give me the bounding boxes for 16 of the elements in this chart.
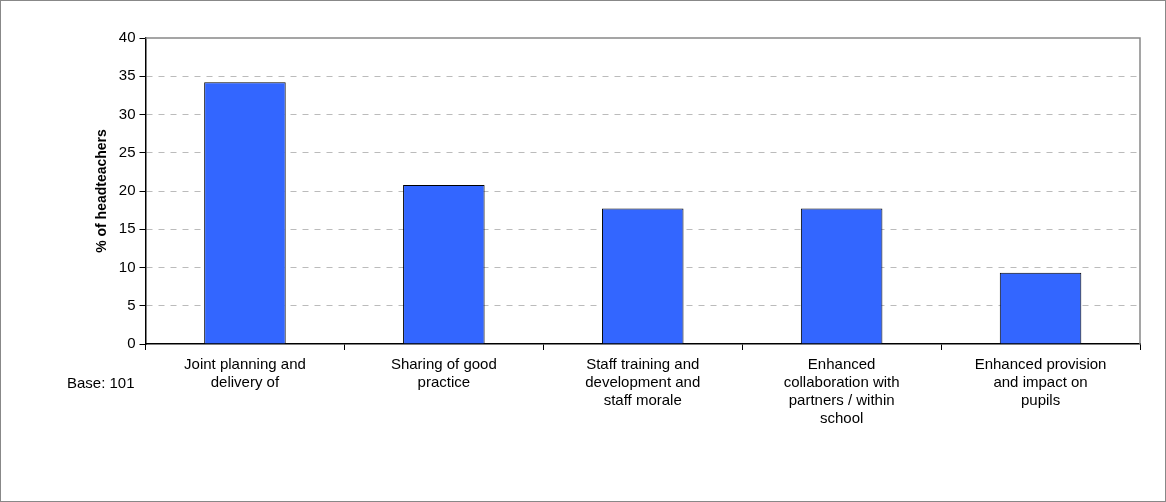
x-tick-label: Enhanced collaboration with partners / within school <box>783 355 900 427</box>
y-tick-label: 15 <box>118 219 136 237</box>
y-tick-label: 0 <box>127 334 136 352</box>
y-tick-label: 20 <box>118 181 136 199</box>
y-tick-label: 35 <box>118 66 136 84</box>
x-tick-label: Enhanced provision and impact on pupils <box>974 355 1107 409</box>
y-tick-label: 10 <box>118 257 136 275</box>
y-tick-label: 5 <box>127 295 136 313</box>
y-axis-title: % of headteachers <box>93 128 110 253</box>
y-tick-label: 40 <box>118 28 136 46</box>
text: Base: 101 <box>67 374 135 392</box>
y-tick-label: 30 <box>118 104 136 122</box>
x-tick-label: Sharing of good practice <box>390 355 497 391</box>
y-tick-label: 25 <box>118 142 136 160</box>
x-tick-label: Staff training and development and staff morale <box>585 355 701 409</box>
x-tick-label: Joint planning and delivery of <box>184 355 306 391</box>
